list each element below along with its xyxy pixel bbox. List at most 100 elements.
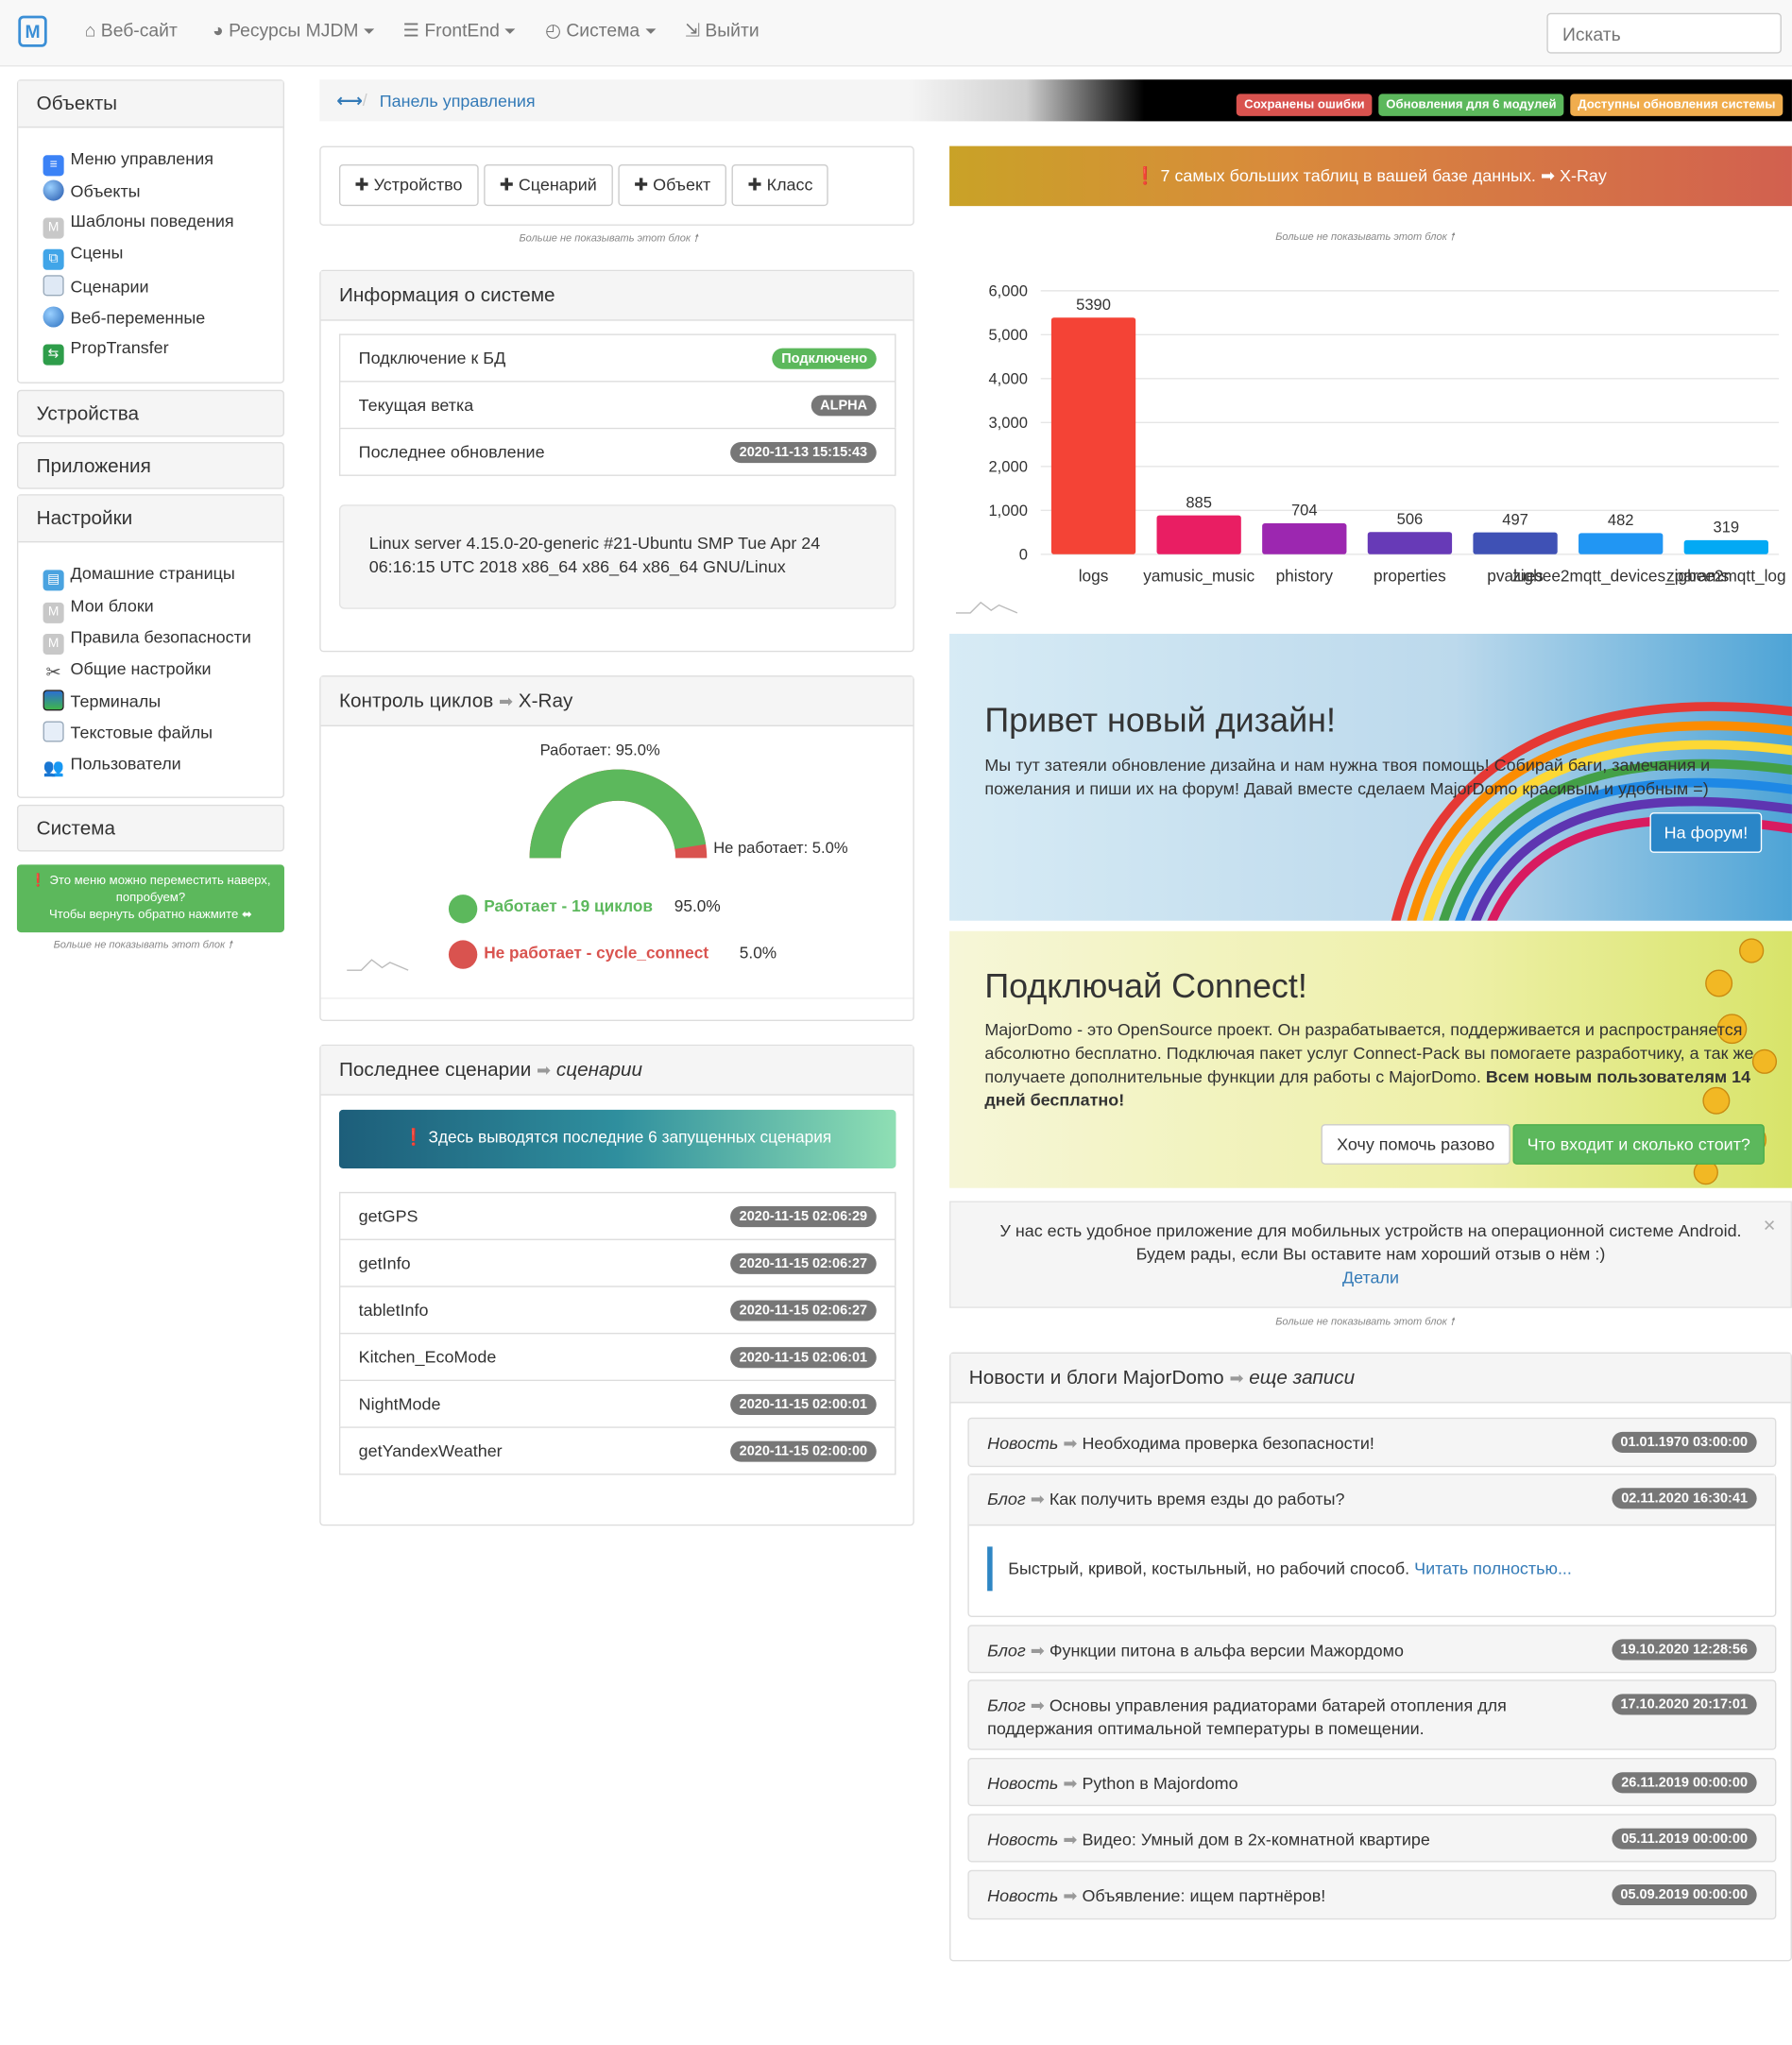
nav-website[interactable]: ⌂ Веб-сайт (85, 20, 178, 41)
news-item-title[interactable]: Объявление: ищем партнёров! (1082, 1885, 1326, 1906)
label-system-updates[interactable]: Доступны обновления системы (1569, 94, 1783, 116)
xray-banner[interactable]: ❗ 7 самых больших таблиц в вашей базе да… (949, 145, 1792, 207)
sidebar-item-homepages[interactable]: ▤ Домашние страницы (43, 563, 235, 591)
logo[interactable]: M (18, 15, 47, 47)
button-label: Устройство (373, 175, 463, 195)
news-item[interactable]: Новость ➡ Видео: Умный дом в 2х-комнатно… (967, 1814, 1777, 1863)
sidebar-item-label: Текстовые файлы (70, 722, 213, 742)
breadcrumb-home-icon[interactable]: ⟷ (336, 90, 363, 111)
divider (320, 997, 913, 999)
news-item-title[interactable]: Функции питона в альфа версии Мажордомо (1049, 1640, 1405, 1661)
news-item[interactable]: Новость ➡ Python в Majordomo 26.11.2019 0… (967, 1758, 1777, 1807)
android-hide-note[interactable]: Больше не показывать этот блок 🠕 (1275, 1315, 1454, 1333)
quick-add-hide-note[interactable]: Больше не показывать этот блок 🠕 (519, 230, 697, 248)
page-icon: ▤ (43, 570, 64, 591)
sidebar-item-users[interactable]: 👥 Пользователи (43, 754, 181, 778)
hide-note-text: Больше не показывать этот блок (519, 231, 691, 245)
forum-button[interactable]: На форум! (1649, 812, 1763, 853)
xray-hide-note[interactable]: Больше не показывать этот блок 🠕 (1275, 230, 1454, 247)
scenario-row[interactable]: getInfo 2020-11-15 02:06:27 (338, 1238, 896, 1287)
sidebar-system[interactable]: Система (16, 804, 284, 852)
y-tick-label: 1,000 (988, 502, 1027, 520)
nav-logout[interactable]: ⇲ Выйти (685, 20, 759, 42)
scenario-row[interactable]: getYandexWeather 2020-11-15 02:00:00 (338, 1426, 896, 1475)
not-working-legend: Не работает - cycle_connect (484, 944, 709, 963)
system-info-list: Подключение к БД Подключено Текущая ветка… (338, 333, 896, 476)
system-info-row: Текущая ветка ALPHA (338, 381, 896, 428)
scenario-name[interactable]: tabletInfo (358, 1300, 429, 1321)
add-script-button[interactable]: ✚ Сценарий (484, 163, 613, 207)
sidebar-hide-note[interactable]: Больше не показывать этот блок 🠕 (54, 938, 232, 956)
label-module-updates[interactable]: Обновления для 6 модулей (1378, 94, 1564, 116)
working-legend: Работает - 19 циклов (484, 896, 654, 916)
connect-info-button[interactable]: Что входит и сколько стоит? (1512, 1124, 1766, 1165)
sidebar-item-objects[interactable]: Объекты (43, 179, 141, 201)
scenario-row[interactable]: NightMode 2020-11-15 02:00:01 (338, 1379, 896, 1427)
sidebar-item-scenes[interactable]: ⧉ Сцены (43, 243, 123, 270)
add-device-button[interactable]: ✚ Устройство (338, 163, 479, 207)
read-more-link[interactable]: Читать полностью... (1414, 1558, 1572, 1578)
scenario-name[interactable]: Kitchen_EcoMode (358, 1347, 497, 1367)
add-object-button[interactable]: ✚ Объект (618, 163, 726, 207)
nav-frontend[interactable]: ☰ FrontEnd (403, 20, 516, 42)
news-item-title[interactable]: Как получить время езды до работы? (1049, 1489, 1345, 1509)
sidebar-item-general[interactable]: ✂ Общие настройки (43, 658, 212, 682)
working-percent: 95.0% (674, 896, 721, 916)
sidebar-item-proptransfer[interactable]: ⇆ PropTransfer (43, 338, 169, 366)
sidebar-item-security[interactable]: M Правила безопасности (43, 627, 251, 656)
objects-title[interactable]: Объекты (18, 80, 283, 128)
cycles-xray-link[interactable]: X-Ray (518, 690, 573, 712)
news-item[interactable]: Блог ➡ Основы управления радиаторами бат… (967, 1679, 1777, 1750)
scenarios-link[interactable]: сценарии (555, 1059, 643, 1082)
news-title: Новости и блоги MajorDomo ➡ еще записи (950, 1354, 1791, 1404)
search-input[interactable] (1546, 12, 1782, 54)
sidebar-item-patterns[interactable]: M Шаблоны поведения (43, 212, 234, 239)
scenario-row[interactable]: getGPS 2020-11-15 02:06:29 (338, 1191, 896, 1239)
system-info-row: Последнее обновление 2020-11-13 15:15:43 (338, 427, 896, 476)
move-menu-alert[interactable]: ❗ Это меню можно переместить наверх, поп… (16, 864, 284, 933)
sidebar-item-textfiles[interactable]: Текстовые файлы (43, 721, 213, 742)
android-details-link[interactable]: Детали (1341, 1267, 1400, 1287)
news-item-title[interactable]: Видео: Умный дом в 2х-комнатной квартире (1082, 1829, 1430, 1849)
add-class-button[interactable]: ✚ Класс (731, 163, 829, 207)
sidebar-item-terminals[interactable]: Терминалы (43, 690, 161, 711)
help-once-button[interactable]: Хочу помочь разово (1321, 1124, 1510, 1165)
close-icon[interactable]: × (1763, 1215, 1776, 1238)
news-item-title[interactable]: Основы управления радиаторами батарей от… (987, 1695, 1507, 1739)
sidebar-item-label: Общие настройки (70, 658, 212, 678)
nav-resources[interactable]: ◕ Ресурсы MJDM (213, 20, 375, 41)
breadcrumb-current[interactable]: Панель управления (379, 91, 536, 111)
sidebar-item-control-menu[interactable]: ≡ Меню управления (43, 148, 213, 177)
uname-well: Linux server 4.15.0-20-generic #21-Ubunt… (338, 504, 896, 609)
scenario-row[interactable]: tabletInfo 2020-11-15 02:06:27 (338, 1286, 896, 1333)
sidebar-item-scripts[interactable]: Сценарии (43, 275, 149, 297)
status-badge: Подключено (772, 348, 877, 369)
news-item[interactable]: Новость ➡ Необходима проверка безопаснос… (967, 1417, 1777, 1468)
scenario-name[interactable]: getYandexWeather (358, 1440, 503, 1461)
xray-link[interactable]: X-Ray (1560, 165, 1607, 186)
scenario-name[interactable]: NightMode (358, 1393, 441, 1414)
news-item-title[interactable]: Необходима проверка безопасности! (1082, 1433, 1374, 1453)
gauge-working-label: Работает: 95.0% (539, 741, 660, 759)
sidebar-item-myblocks[interactable]: M Мои блоки (43, 596, 154, 623)
working-dot (448, 895, 478, 924)
news-item-title[interactable]: Python в Majordomo (1082, 1773, 1238, 1794)
news-more-link[interactable]: еще записи (1249, 1366, 1356, 1389)
scenario-row[interactable]: Kitchen_EcoMode 2020-11-15 02:06:01 (338, 1332, 896, 1380)
label-errors[interactable]: Сохранены ошибки (1236, 94, 1373, 116)
news-item[interactable]: Блог ➡ Функции питона в альфа версии Маж… (967, 1625, 1777, 1674)
sidebar-item-label: PropTransfer (70, 337, 169, 358)
sidebar-item-webvars[interactable]: Веб-переменные (43, 306, 205, 328)
news-item[interactable]: Новость ➡ Объявление: ищем партнёров! 05.… (967, 1869, 1777, 1920)
settings-title[interactable]: Настройки (18, 495, 283, 543)
arrow-right-icon: ➡ (1063, 1773, 1078, 1794)
nav-website-label: Веб-сайт (100, 19, 178, 41)
nav-system[interactable]: ◴ Система (545, 20, 656, 42)
bar (1262, 523, 1347, 554)
scenario-name[interactable]: getInfo (358, 1253, 411, 1273)
scenario-name[interactable]: getGPS (358, 1206, 418, 1226)
system-info-row: Подключение к БД Подключено (338, 333, 896, 382)
sidebar-apps[interactable]: Приложения (16, 442, 284, 489)
news-item[interactable]: Блог ➡ Как получить время езды до работы… (967, 1474, 1777, 1617)
sidebar-devices[interactable]: Устройства (16, 389, 284, 437)
